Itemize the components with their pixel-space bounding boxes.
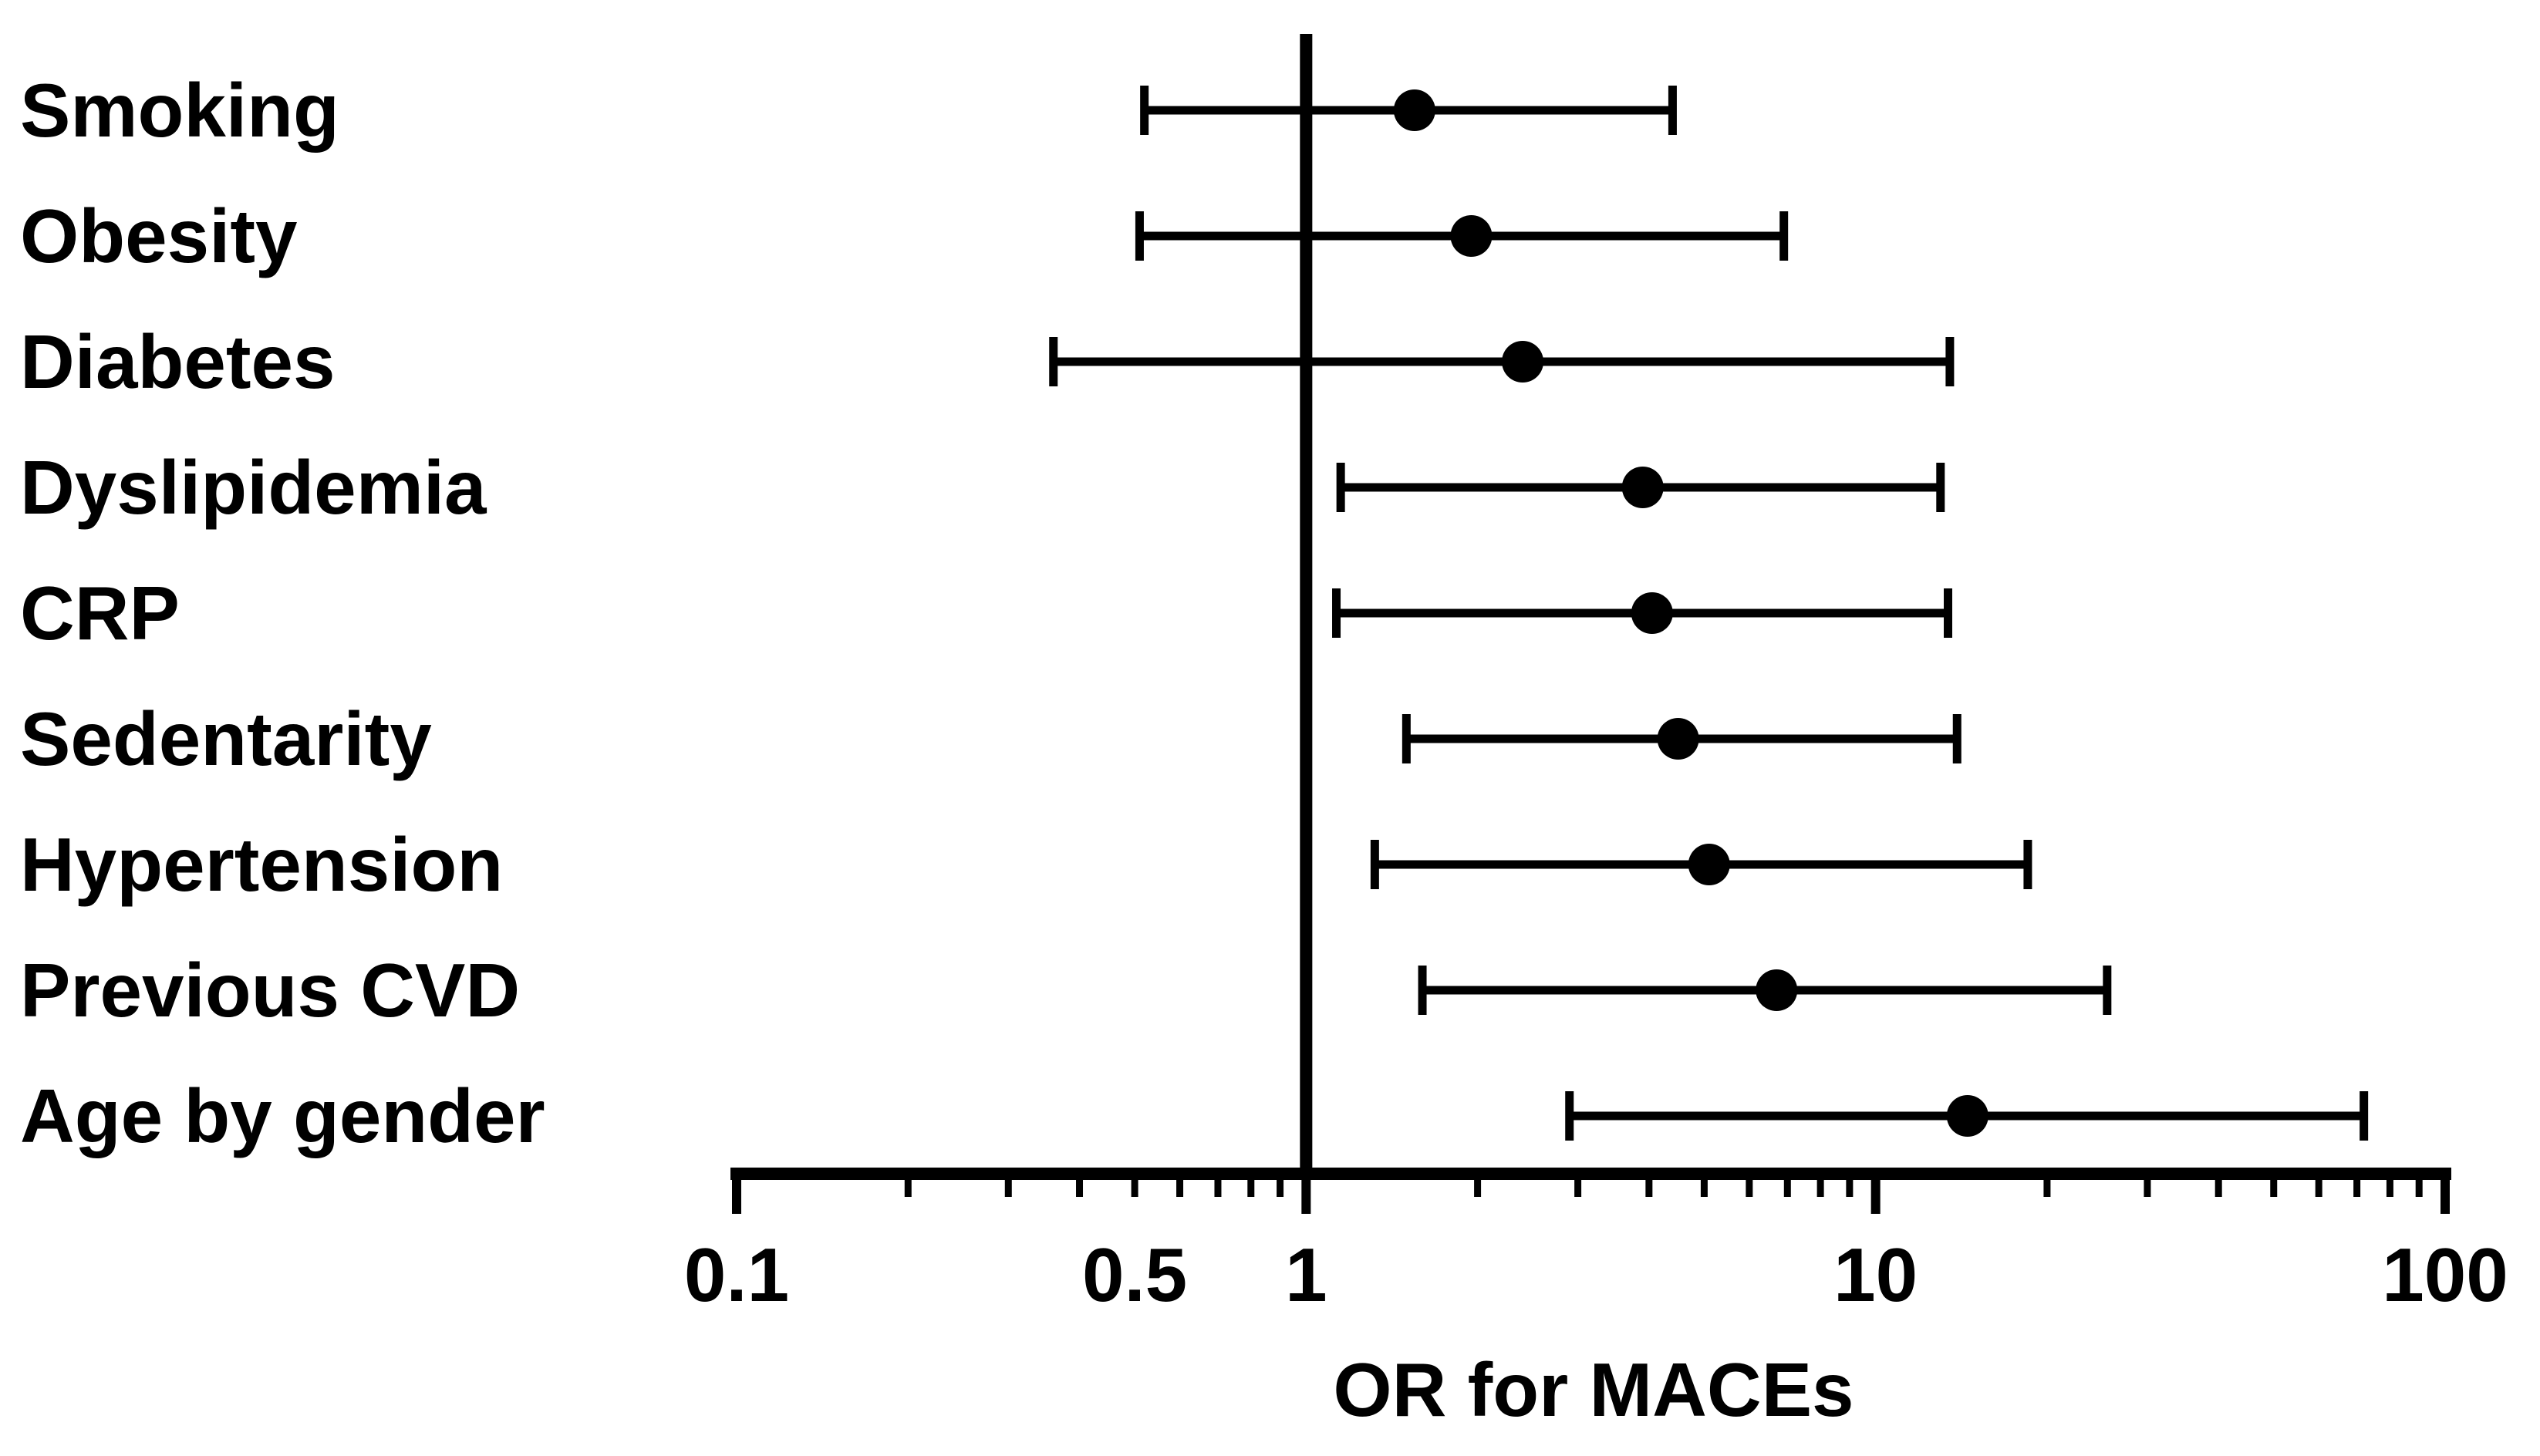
point-estimate	[1631, 592, 1673, 634]
row-label: Hypertension	[20, 822, 503, 907]
x-tick-label: 0.1	[684, 1232, 789, 1317]
point-estimate	[1657, 718, 1699, 760]
row-label: Smoking	[20, 68, 339, 153]
row-label: Dyslipidemia	[20, 445, 487, 530]
x-tick-label: 100	[2382, 1232, 2508, 1317]
point-estimate	[1502, 341, 1544, 383]
x-axis: 0.1 0.5 1 10 100	[684, 1168, 2508, 1317]
row-label: Previous CVD	[20, 948, 520, 1033]
point-estimate	[1946, 1095, 1988, 1137]
row-label: Obesity	[20, 194, 297, 278]
point-estimate	[1688, 844, 1730, 885]
confidence-intervals	[1049, 86, 2369, 1141]
x-axis-title: OR for MACEs	[1333, 1347, 1854, 1432]
point-estimate	[1450, 215, 1493, 257]
point-estimate	[1393, 89, 1435, 131]
point-estimate	[1621, 467, 1664, 508]
row-label: Age by gender	[20, 1073, 545, 1158]
row-label: CRP	[20, 571, 180, 656]
x-tick-label: 10	[1833, 1232, 1918, 1317]
point-estimate	[1756, 969, 1798, 1011]
x-tick-label: 1	[1285, 1232, 1327, 1317]
row-labels: Smoking Obesity Diabetes Dyslipidemia CRP Sed…	[20, 68, 545, 1158]
row-label: Diabetes	[20, 319, 336, 404]
x-tick-label: 0.5	[1082, 1232, 1187, 1317]
point-estimates	[1393, 89, 1988, 1137]
row-label: Sedentarity	[20, 696, 432, 781]
